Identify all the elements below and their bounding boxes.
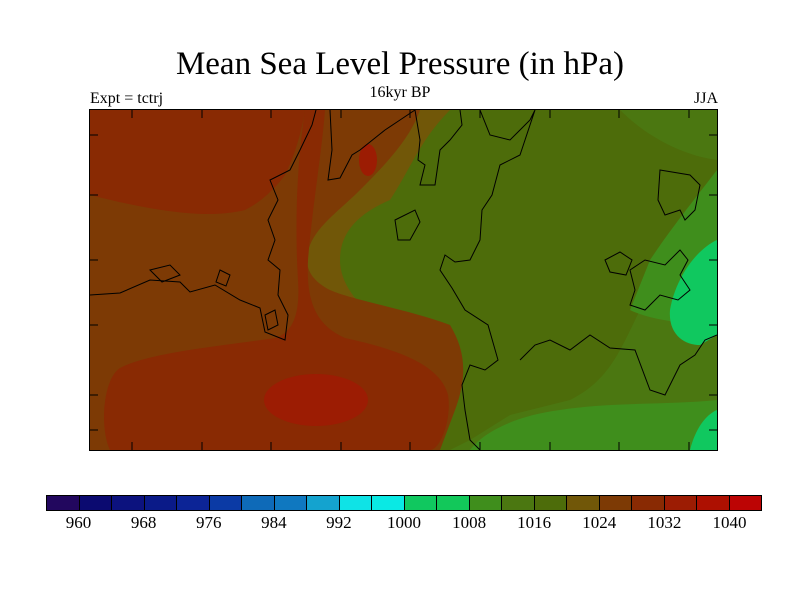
colorbar-box	[502, 496, 535, 510]
colorbar-tick-label: 1008	[452, 513, 487, 532]
coast-western-continent	[90, 110, 317, 341]
colorbar-tick-label: 1040	[712, 513, 747, 532]
colorbar-box	[404, 496, 437, 510]
small-high-north	[359, 144, 377, 176]
pressure-map	[89, 109, 718, 451]
colorbar-box	[112, 496, 145, 510]
coast-east-landmass	[439, 110, 536, 450]
colorbar-box	[209, 496, 242, 510]
colorbar-ticks: 960 968 976 984 992 1000 1008 1016 1024 1032 1040	[0, 513, 800, 533]
colorbar-box	[144, 496, 177, 510]
high-center	[264, 374, 368, 426]
colorbar	[46, 495, 762, 511]
plot-title: Mean Sea Level Pressure (in hPa)	[175, 46, 625, 82]
coast-north-island	[394, 209, 421, 241]
colorbar-box	[729, 496, 761, 510]
coast-island-row	[604, 251, 633, 276]
coast-inlet	[327, 110, 416, 181]
colorbar-box	[339, 496, 372, 510]
coastlines	[90, 110, 717, 450]
colorbar-tick-label: 992	[326, 513, 352, 532]
frame-ticks	[90, 110, 717, 450]
field-1028-ridge	[104, 110, 449, 450]
colorbar-tick-label: 976	[195, 513, 222, 532]
colorbar-tick-label: 1000	[387, 513, 421, 532]
colorbar-tick-label: 1016	[517, 513, 552, 532]
colorbar-box	[47, 496, 80, 510]
colorbar-tick-label: 1032	[647, 513, 682, 532]
coast-main-east	[414, 110, 463, 186]
colorbar-box	[664, 496, 697, 510]
colorbar-box	[599, 496, 632, 510]
colorbar-box	[567, 496, 600, 510]
colorbar-box	[307, 496, 340, 510]
pressure-map-svg	[90, 110, 717, 450]
colorbar-tick-label: 984	[261, 513, 287, 532]
colorbar-tick-label: 1024	[582, 513, 617, 532]
colorbar-tick-label: 968	[130, 513, 157, 532]
field-1008-south	[470, 400, 717, 450]
period-label: 16kyr BP	[369, 84, 431, 101]
field-1028	[90, 110, 305, 215]
season-label: JJA	[693, 90, 718, 107]
coast-small-islands	[149, 264, 279, 331]
field-1004-east	[669, 240, 717, 345]
colorbar-tick-label: 960	[65, 513, 92, 532]
colorbar-box	[534, 496, 567, 510]
colorbar-box	[469, 496, 502, 510]
colorbar-box	[274, 496, 307, 510]
colorbar-box	[79, 496, 112, 510]
field-1004-south	[690, 410, 717, 450]
colorbar-box	[242, 496, 275, 510]
coast-peninsula	[629, 249, 691, 311]
colorbar-box	[437, 496, 470, 510]
colorbar-box	[177, 496, 210, 510]
colorbar-box	[372, 496, 405, 510]
coast-east-bay	[519, 334, 717, 396]
coast-far-east	[657, 169, 701, 221]
experiment-label: Expt = tctrj	[90, 90, 164, 107]
colorbar-box	[697, 496, 730, 510]
colorbar-box	[632, 496, 665, 510]
